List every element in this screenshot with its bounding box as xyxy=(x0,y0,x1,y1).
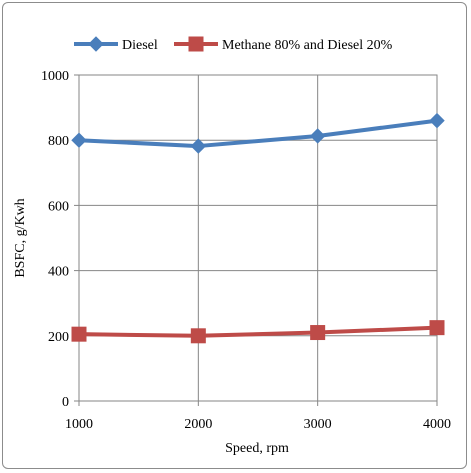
series-line xyxy=(78,325,438,338)
legend: Diesel Methane 80% and Diesel 20% xyxy=(74,36,393,53)
x-axis-ticks: 1000 2000 3000 4000 xyxy=(65,401,451,432)
x-axis-title: Speed, rpm xyxy=(225,441,289,456)
y-tick-label: 400 xyxy=(48,265,69,280)
plot-area-border xyxy=(78,74,438,402)
y-axis-ticks: 0 200 400 600 800 1000 xyxy=(41,69,79,410)
data-point xyxy=(429,112,445,129)
y-tick-label: 600 xyxy=(48,199,69,214)
series-1 xyxy=(71,320,445,344)
axes xyxy=(78,74,438,402)
data-point xyxy=(71,132,87,148)
y-tick-label: 1000 xyxy=(41,69,69,84)
data-point xyxy=(190,138,207,154)
x-tick-label: 3000 xyxy=(304,417,332,432)
y-tick-label: 0 xyxy=(62,395,69,410)
x-tick-label: 4000 xyxy=(423,417,451,432)
data-point xyxy=(190,328,206,344)
x-tick-label: 2000 xyxy=(184,417,212,432)
data-point xyxy=(310,325,326,341)
data-point xyxy=(429,320,445,336)
data-point xyxy=(71,326,87,342)
legend-marker xyxy=(88,36,104,52)
x-tick-label: 1000 xyxy=(65,417,93,432)
legend-item-0: Diesel xyxy=(74,36,158,53)
grid-lines xyxy=(78,74,438,402)
legend-marker xyxy=(188,36,204,52)
series-line xyxy=(78,118,438,149)
y-tick-label: 200 xyxy=(48,330,69,345)
series-group xyxy=(71,112,445,344)
y-tick-label: 800 xyxy=(48,134,69,149)
y-axis-title: BSFC, g/Kwh xyxy=(13,198,28,277)
legend-label: Diesel xyxy=(122,38,158,53)
legend-label: Methane 80% and Diesel 20% xyxy=(222,38,393,53)
legend-item-1: Methane 80% and Diesel 20% xyxy=(174,36,393,53)
data-point xyxy=(309,128,326,144)
series-0 xyxy=(71,112,445,154)
